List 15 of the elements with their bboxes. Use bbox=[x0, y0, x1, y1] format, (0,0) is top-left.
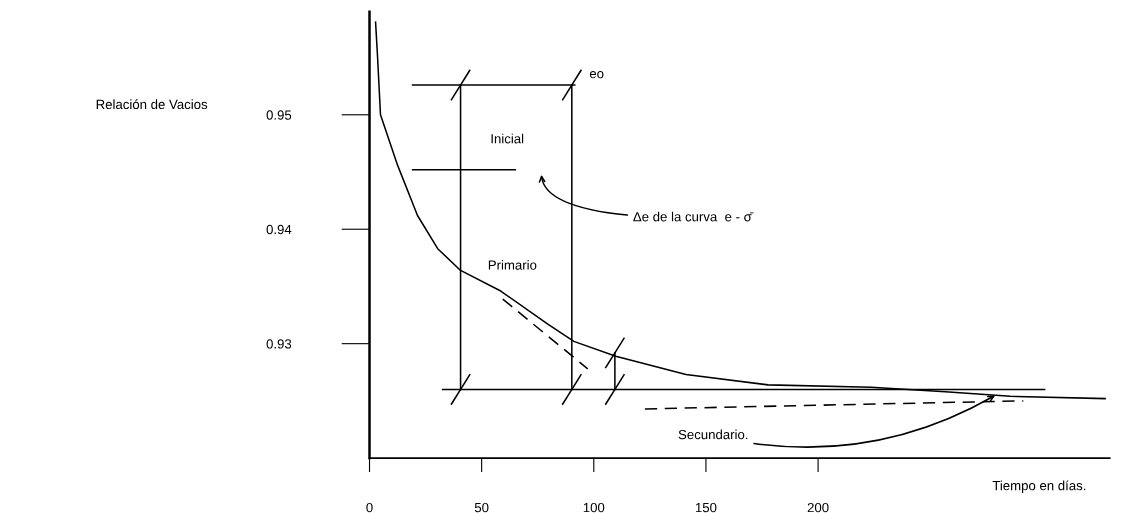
y-tick-label: 0.93 bbox=[266, 339, 292, 349]
x-tick-label: 100 bbox=[583, 502, 605, 513]
annotation: Inicial bbox=[491, 133, 524, 144]
x-tick-label: 200 bbox=[807, 502, 829, 513]
annotation: Δe de la curva e - σ̄ bbox=[633, 211, 754, 222]
annotation: eo bbox=[589, 71, 604, 79]
x-tick-label: 150 bbox=[695, 502, 717, 513]
x-tick-label: 50 bbox=[474, 502, 489, 513]
annotation: Secundario. bbox=[678, 429, 748, 440]
y-axis-title: Relación de Vacios bbox=[96, 99, 208, 110]
x-axis-title: Tiempo en días. bbox=[992, 480, 1086, 493]
annotation: Primario bbox=[488, 260, 537, 270]
y-tick-label: 0.94 bbox=[266, 224, 292, 235]
x-tick-label: 0 bbox=[366, 502, 373, 513]
y-tick-label: 0.95 bbox=[266, 110, 292, 120]
